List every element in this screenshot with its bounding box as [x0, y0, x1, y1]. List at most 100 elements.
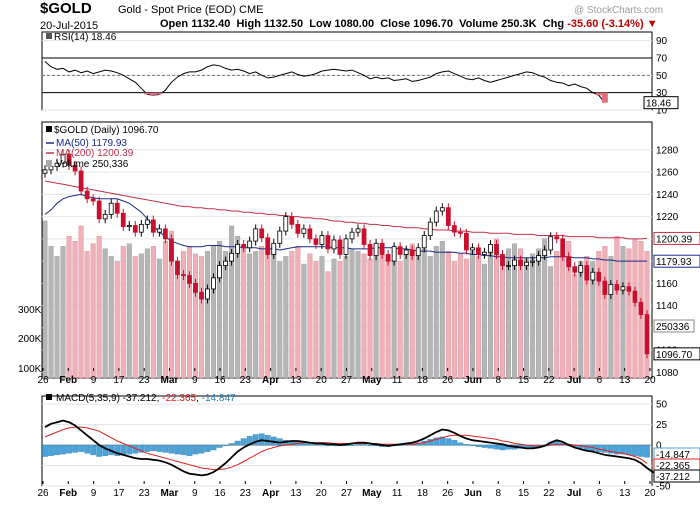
macd-histogram-bar [499, 444, 506, 451]
open-value: 1132.40 [191, 18, 231, 30]
rsi-legend-swatch [46, 33, 52, 39]
volume-bar [247, 253, 253, 379]
date-tick-label: 13 [619, 375, 631, 386]
candle-body [530, 260, 535, 263]
macd-histogram-bar [60, 444, 66, 455]
volume-bar [283, 256, 289, 379]
volume-bar [180, 251, 186, 379]
candle-body [596, 271, 602, 282]
volume-bar [421, 248, 427, 379]
volume-bar [199, 256, 205, 379]
date-tick-label: 20 [316, 375, 328, 386]
rsi-oversold-fill [595, 92, 602, 96]
macd-histogram-bar [234, 440, 241, 446]
macd-tick-label: 50 [656, 400, 668, 411]
macd-histogram-bar [198, 444, 205, 454]
candle-body [241, 244, 247, 249]
volume-bar [54, 256, 60, 379]
volume-bar [481, 263, 487, 379]
macd-histogram-bar [433, 437, 440, 446]
candle-body [163, 228, 168, 240]
macd-histogram-bar [54, 444, 60, 456]
volume-bar [433, 246, 439, 379]
candle-body [78, 170, 84, 192]
date-tick-label: 26 [37, 488, 49, 499]
volume-bar [590, 261, 596, 379]
volume-bar [409, 243, 415, 379]
legends: RSI(14) 18.46 $GOLD (Daily) 1096.70 MA(50)… [46, 32, 236, 404]
candle-body [608, 284, 614, 295]
date-tick-label: 26 [442, 375, 454, 386]
volume-bar [397, 261, 403, 379]
quote-date: 20-Jul-2015 [40, 20, 99, 32]
candle-body [199, 291, 204, 300]
candle-body [590, 271, 596, 281]
volume-bar [373, 246, 379, 379]
date-tick-label: Feb [59, 375, 77, 386]
macd-legend-part: -14.847 [202, 393, 236, 404]
volume-bar [186, 246, 192, 379]
macd-legend-part: , [196, 393, 202, 404]
volume-bar [385, 256, 391, 379]
macd-histogram-bar [451, 440, 458, 446]
candle-body [542, 249, 548, 256]
macd-histogram-bar [620, 444, 626, 455]
candle-body [169, 238, 174, 262]
candle-body [620, 286, 626, 291]
candle-body [632, 290, 638, 303]
volume-bar [217, 240, 223, 379]
chg-label: Chg [542, 18, 565, 30]
volume-bar [632, 238, 638, 379]
candle-body [337, 239, 343, 255]
volume-bar [235, 235, 241, 379]
candle-body [500, 254, 505, 266]
macd-histogram-bar [222, 444, 229, 447]
candle-body [259, 228, 265, 239]
candle-body [138, 223, 144, 233]
rsi-oversold-fill [150, 92, 157, 96]
macd-histogram-bar [601, 444, 608, 453]
date-tick-label: 20 [644, 375, 656, 386]
date-tick-label: 11 [392, 488, 403, 499]
candle-body [301, 228, 307, 234]
date-tick-label: 27 [341, 375, 353, 386]
instrument-name-text: Gold - Spot Price (EOD) [118, 4, 236, 16]
volume-bar [259, 246, 265, 379]
volume-bar [548, 266, 554, 379]
exchange-label: CME [239, 4, 264, 16]
candle-body [331, 239, 337, 250]
volume-bar [391, 248, 397, 379]
volume-bar [614, 235, 620, 379]
candle-body [626, 286, 632, 292]
volume-bar [126, 243, 132, 379]
candle-body [60, 153, 66, 164]
candle-body [126, 225, 132, 228]
volume-bar [403, 251, 409, 379]
volume-bar [174, 261, 180, 379]
candle-body [247, 240, 253, 249]
ma50-last-value-box [653, 254, 700, 268]
macd-histogram-bar [493, 444, 500, 450]
price-tick-label: 1260 [656, 168, 679, 179]
macd-histogram-bar [144, 444, 151, 452]
volume-bar [114, 261, 120, 379]
candle-body [578, 265, 584, 273]
rsi-tick-label: 50 [656, 71, 668, 82]
candle-body [397, 246, 403, 255]
macd-histogram-bar [204, 444, 211, 452]
macd-histogram-bar [174, 444, 181, 455]
volume-bar [361, 253, 367, 379]
candle-body [572, 266, 578, 273]
volume-bar [84, 251, 90, 379]
volume-bar [355, 251, 361, 379]
volume-bar [301, 263, 307, 379]
date-tick-label: 15 [518, 375, 530, 386]
volume-bar [60, 246, 66, 379]
volume-bar [253, 251, 259, 379]
volume-bar [325, 271, 331, 379]
macd-histogram-bar [162, 444, 169, 453]
volume-bar [42, 220, 48, 379]
date-tick-label: 23 [240, 375, 252, 386]
volume-bar [66, 235, 72, 379]
volume-bar [150, 246, 156, 379]
